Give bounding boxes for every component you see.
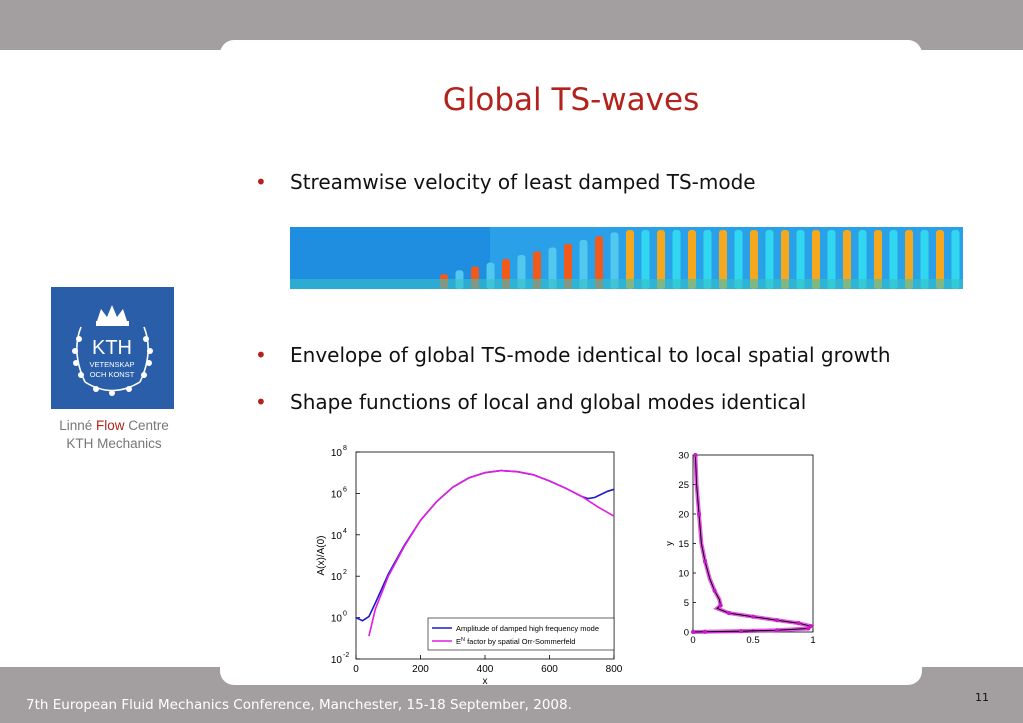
bullet-dot: • [255, 170, 267, 194]
bullet-text: Shape functions of local and global mode… [290, 390, 807, 414]
logo-text-och-konst: OCH KONST [90, 370, 135, 379]
legend-label: Amplitude of damped high frequency mode [456, 624, 599, 633]
strip-band [548, 247, 557, 289]
y-tick-label: 25 [678, 480, 689, 491]
x-tick-label: 0 [353, 664, 359, 675]
data-marker [806, 626, 811, 631]
strip-band [672, 230, 681, 289]
y-tick-exponent: -2 [343, 652, 349, 659]
data-marker [712, 588, 717, 593]
y-axis-label: A(x)/A(0) [316, 536, 327, 576]
strip-band [734, 230, 743, 289]
local-mode-line [692, 454, 812, 633]
page-number: 11 [975, 691, 989, 704]
x-tick-label: 0.5 [746, 635, 759, 646]
strip-band [564, 243, 572, 289]
y-tick-label: 15 [678, 539, 689, 550]
y-axis-label: y [664, 541, 674, 546]
data-marker [697, 512, 701, 516]
legend-label: EN factor by spatial Orr-Sommerfeld [456, 637, 575, 646]
x-tick-label: 0 [690, 635, 695, 646]
y-tick-label: 10 [678, 569, 689, 580]
data-marker [775, 628, 779, 633]
strip-band [703, 230, 712, 289]
y-tick-label: 20 [678, 510, 689, 521]
strip-band [843, 230, 851, 289]
x-tick-label: 200 [412, 664, 429, 675]
y-tick-label: 10 [331, 655, 343, 666]
slide-title: Global TS-waves [442, 82, 700, 118]
data-marker [693, 453, 698, 457]
y-tick-label: 10 [331, 531, 343, 542]
y-tick-exponent: 0 [343, 611, 347, 618]
legend-box [427, 617, 615, 651]
strip-band [858, 230, 867, 289]
strip-band [641, 230, 650, 289]
strip-band [889, 230, 898, 289]
strip-wall [290, 279, 963, 289]
y-tick-label: 5 [684, 598, 689, 609]
bullet-text: Envelope of global TS-mode identical to … [290, 343, 891, 367]
strip-band [719, 230, 727, 289]
series-line-2 [368, 469, 615, 637]
strip-band [579, 239, 588, 289]
x-tick-label: 400 [477, 664, 494, 675]
content-tab [220, 40, 922, 100]
strip-band [827, 230, 836, 289]
x-tick-label: 600 [541, 664, 558, 675]
data-marker [775, 618, 779, 623]
y-tick-exponent: 4 [343, 528, 347, 535]
data-marker [739, 629, 743, 634]
strip-band [920, 230, 929, 289]
strip-band [657, 230, 665, 289]
strip-band [936, 230, 944, 289]
y-tick-exponent: 6 [343, 486, 347, 493]
velocity-field-image [290, 227, 963, 289]
data-marker [703, 629, 707, 634]
y-tick-label: 10 [331, 614, 343, 625]
x-axis-label: x [483, 676, 488, 687]
logo-text-kth: KTH [92, 337, 132, 359]
y-tick-label: 10 [331, 572, 343, 583]
bullet-dot: • [255, 343, 267, 367]
data-marker [691, 630, 695, 634]
y-tick-label: 0 [684, 628, 689, 639]
y-tick-label: 10 [331, 448, 343, 459]
bullet-dot: • [255, 390, 267, 414]
y-tick-label: 30 [678, 451, 689, 462]
data-marker [796, 621, 801, 626]
bullet-text: Streamwise velocity of least damped TS-m… [290, 170, 756, 194]
strip-band [874, 230, 882, 289]
x-tick-label: 800 [606, 664, 623, 675]
strip-band [781, 230, 789, 289]
x-tick-label: 1 [810, 635, 815, 646]
y-tick-label: 10 [331, 489, 343, 500]
data-marker [703, 559, 707, 564]
strip-band [626, 230, 634, 289]
y-tick-exponent: 2 [343, 569, 347, 576]
strip-band [610, 232, 619, 289]
strip-band [750, 230, 758, 289]
strip-band [796, 230, 805, 289]
strip-band [951, 230, 960, 289]
data-marker [718, 603, 723, 608]
plot-frame [692, 454, 814, 633]
logo-caption-line2: KTH Mechanics [66, 436, 162, 451]
strip-band [812, 230, 820, 289]
logo-text-vetenskap: VETENSKAP [89, 360, 134, 369]
data-marker [727, 611, 731, 616]
strip-band [595, 236, 603, 289]
y-tick-exponent: 8 [343, 445, 347, 452]
footer-text: 7th European Fluid Mechanics Conference,… [26, 697, 572, 713]
strip-band [905, 230, 913, 289]
strip-band [688, 230, 696, 289]
data-marker [751, 614, 755, 619]
strip-band [765, 230, 774, 289]
logo-caption-line1: Linné Flow Centre [59, 418, 169, 433]
kth-logo: KTH VETENSKAP OCH KONST [51, 287, 174, 409]
